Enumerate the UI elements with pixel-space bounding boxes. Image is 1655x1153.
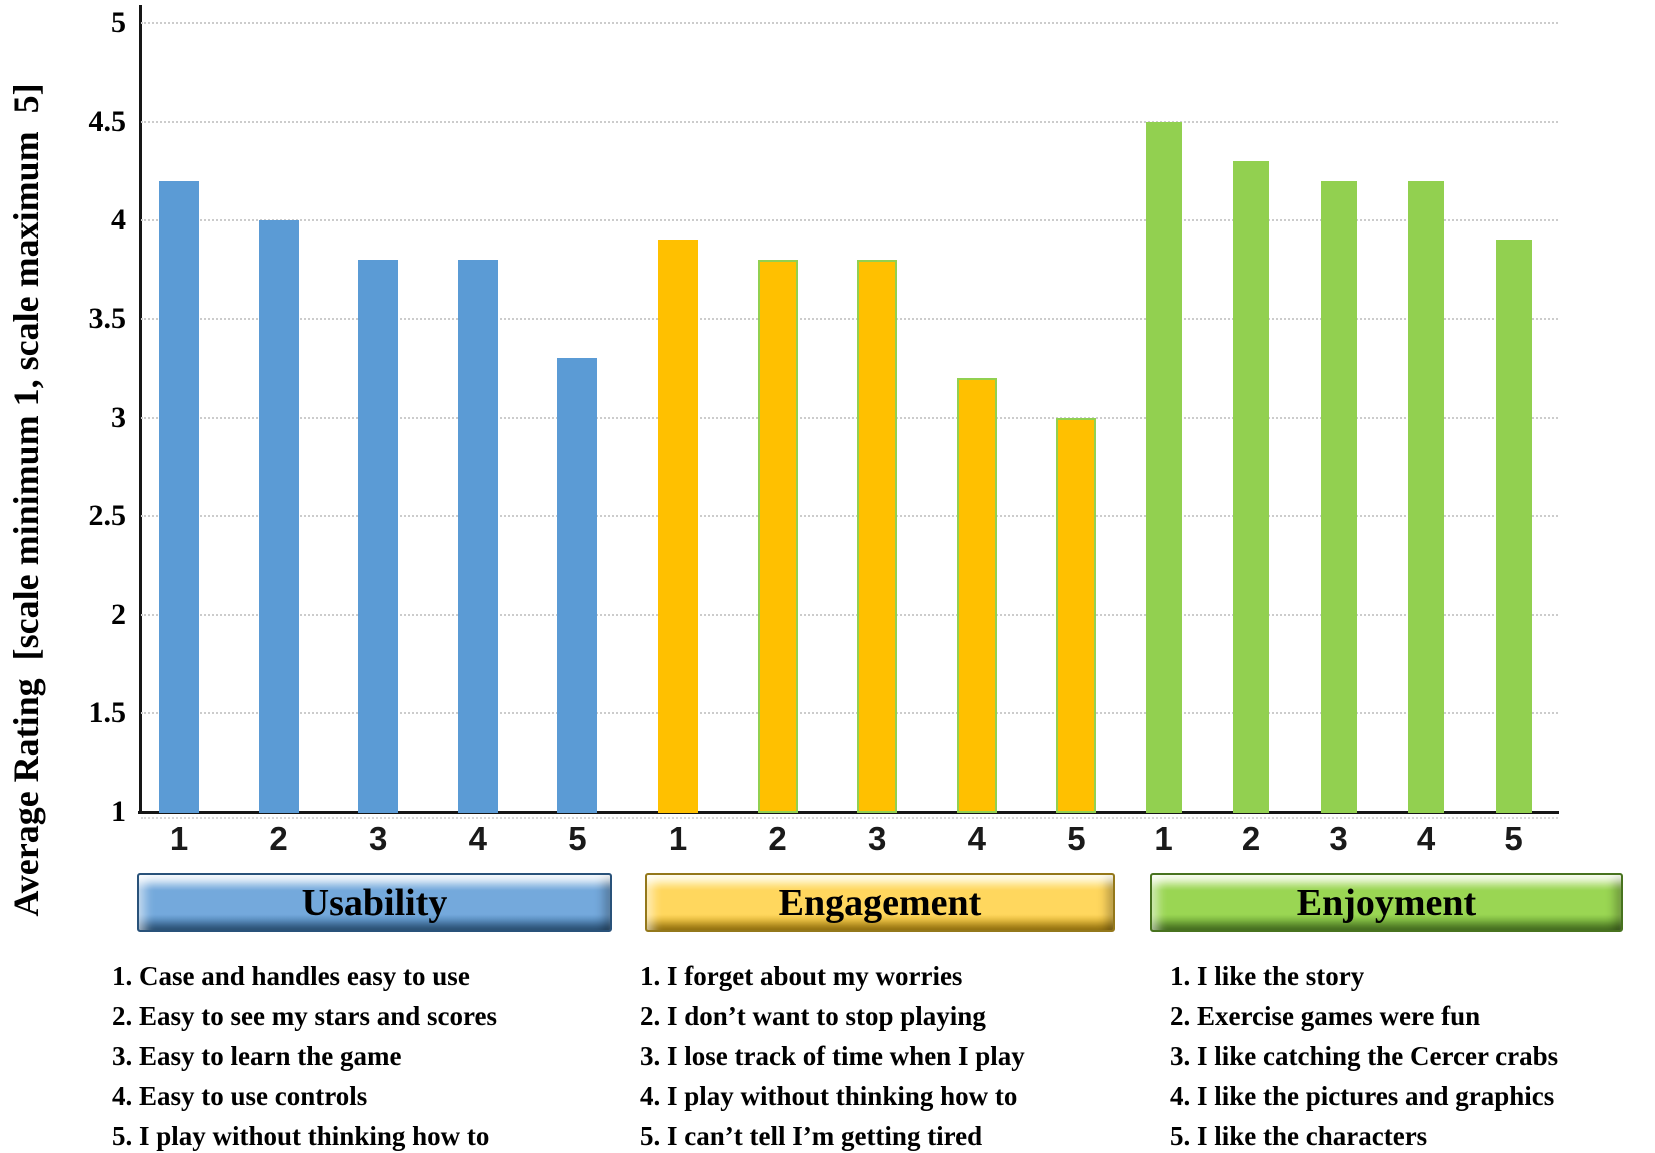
y-tick-label-3.5: 3.5 — [88, 301, 127, 335]
x-tick-enjoyment-5: 5 — [1504, 820, 1523, 857]
gridline-2 — [141, 613, 1558, 616]
bar-engagement-1 — [658, 239, 698, 813]
x-tick-enjoyment-4: 4 — [1416, 820, 1436, 857]
x-tick-engagement-4: 4 — [967, 820, 986, 857]
bar-engagement-4 — [956, 378, 997, 813]
gridline-5 — [141, 22, 1558, 24]
legend-item-enjoyment-5: 5. I like the characters — [1170, 1121, 1428, 1151]
legend-item-engagement-2: 2. I don’t want to stop playing — [640, 1001, 986, 1031]
bar-usability-5 — [557, 358, 598, 813]
legend-item-usability-2: 2. Easy to see my stars and scores — [112, 1001, 497, 1031]
legend-column-usability: 1. Case and handles easy to use 2. Easy t… — [112, 956, 497, 1153]
bar-enjoyment-5 — [1495, 239, 1532, 813]
y-tick-label-3: 3 — [111, 400, 126, 434]
legend-item-engagement-5: 5. I can’t tell I’m getting tired — [640, 1121, 983, 1151]
x-tick-engagement-2: 2 — [768, 820, 787, 857]
x-tick-usability-5: 5 — [568, 820, 587, 857]
legend-item-enjoyment-1: 1. I like the story — [1170, 961, 1365, 991]
x-tick-enjoyment-1: 1 — [1154, 820, 1173, 857]
bar-enjoyment-2 — [1233, 161, 1269, 813]
gridline-2.5 — [141, 515, 1558, 518]
bar-engagement-2 — [757, 259, 798, 813]
x-tick-usability-4: 4 — [468, 820, 487, 857]
gridline-4 — [141, 219, 1558, 222]
bar-usability-4 — [457, 259, 498, 813]
y-tick-label-5: 5 — [111, 6, 126, 39]
y-tick-label-4: 4 — [111, 203, 126, 237]
y-tick-label-1.5: 1.5 — [88, 696, 127, 730]
legend-column-engagement: 1. I forget about my worries 2. I don’t w… — [640, 956, 1025, 1153]
x-tick-usability-1: 1 — [169, 820, 189, 857]
bar-enjoyment-4 — [1408, 180, 1444, 813]
legend-column-enjoyment: 1. I like the story 2. Exercise games wer… — [1170, 956, 1558, 1153]
gridline-3.5 — [141, 317, 1558, 320]
bar-usability-2 — [258, 220, 299, 813]
x-tick-enjoyment-2: 2 — [1241, 820, 1261, 857]
group-button-label: Usability — [301, 881, 448, 924]
bar-engagement-5 — [1056, 417, 1097, 813]
group-button-engagement: Engagement — [645, 873, 1115, 932]
legend-item-enjoyment-3: 3. I like catching the Cercer crabs — [1170, 1041, 1559, 1071]
y-tick-label-2.5: 2.5 — [88, 499, 127, 533]
legend-item-engagement-1: 1. I forget about my worries — [640, 961, 963, 991]
group-button-label: Engagement — [778, 881, 982, 924]
group-button-enjoyment: Enjoyment — [1150, 873, 1623, 932]
x-tick-engagement-1: 1 — [668, 820, 688, 857]
x-axis-line — [138, 811, 1559, 814]
x-tick-enjoyment-3: 3 — [1329, 820, 1348, 857]
legend-item-usability-3: 3. Easy to learn the game — [112, 1041, 402, 1071]
legend-item-enjoyment-2: 2. Exercise games were fun — [1170, 1001, 1481, 1031]
legend-item-engagement-4: 4. I play without thinking how to — [640, 1081, 1018, 1111]
gridline-4.5 — [141, 120, 1558, 123]
y-tick-label-4.5: 4.5 — [88, 104, 127, 138]
legend-item-usability-1: 1. Case and handles easy to use — [112, 961, 470, 991]
bar-engagement-3 — [857, 259, 898, 813]
gridline-1.5 — [141, 712, 1558, 715]
legend-item-usability-5: 5. I play without thinking how to — [112, 1121, 490, 1151]
y-tick-label-2: 2 — [111, 597, 126, 631]
x-tick-engagement-3: 3 — [868, 820, 887, 857]
x-tick-usability-2: 2 — [269, 820, 288, 857]
legend-item-engagement-3: 3. I lose track of time when I play — [640, 1041, 1025, 1071]
bar-usability-1 — [159, 180, 199, 813]
y-tick-label-1: 1 — [111, 795, 126, 828]
legend-item-usability-4: 4. Easy to use controls — [112, 1081, 368, 1111]
legend-item-enjoyment-4: 4. I like the pictures and graphics — [1170, 1081, 1555, 1111]
bar-enjoyment-3 — [1320, 180, 1357, 813]
group-button-usability: Usability — [137, 873, 612, 932]
axis-shadow-line — [141, 817, 1558, 819]
group-button-label: Enjoyment — [1296, 881, 1477, 924]
x-tick-engagement-5: 5 — [1067, 820, 1086, 857]
bar-enjoyment-1 — [1145, 121, 1182, 813]
y-axis-line — [139, 5, 142, 814]
x-tick-usability-3: 3 — [369, 820, 388, 857]
bar-usability-3 — [358, 259, 399, 813]
gridline-3 — [141, 416, 1558, 419]
